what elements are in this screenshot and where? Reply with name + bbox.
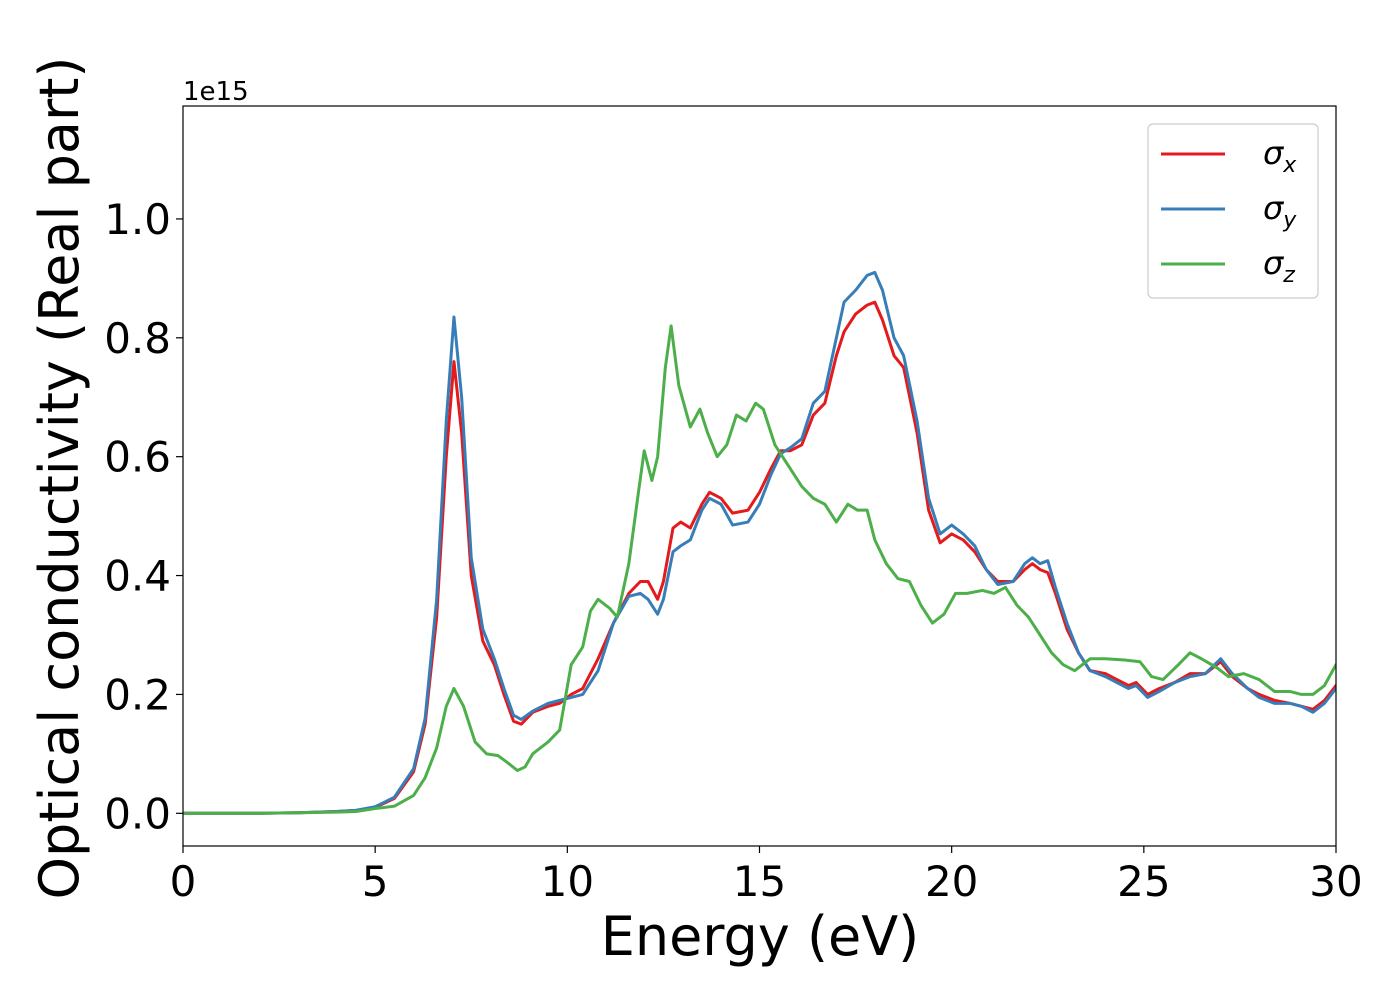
- legend-label: σx: [1263, 134, 1297, 178]
- x-tick-label: 25: [1117, 857, 1170, 906]
- x-tick-label: 0: [170, 857, 197, 906]
- x-tick-label: 10: [541, 857, 594, 906]
- y-axis-label: Optical conductivity (Real part): [28, 57, 91, 900]
- legend-item-x: σx: [1161, 134, 1297, 178]
- legend: σx σy σz: [1147, 123, 1319, 299]
- x-axis-label: Energy (eV): [601, 905, 920, 968]
- x-tick-label: 20: [925, 857, 978, 906]
- y-tick-label: 1.0: [104, 195, 171, 244]
- legend-item-y: σy: [1161, 189, 1297, 233]
- plot-area: [182, 105, 1337, 847]
- x-axis-ticks: 0 5 10 15 20 25 30: [170, 846, 1363, 906]
- series-line-x: [183, 300, 1336, 815]
- y-tick-label: 0.2: [104, 670, 171, 719]
- y-tick-label: 0.4: [104, 552, 171, 601]
- y-tick-label: 0.0: [104, 789, 171, 838]
- y-offset-label: 1e15: [183, 77, 249, 107]
- x-tick-label: 30: [1309, 857, 1362, 906]
- x-tick-label: 15: [733, 857, 786, 906]
- series-line-y: [183, 270, 1336, 815]
- series-line-z: [183, 324, 1336, 815]
- y-axis-ticks: 0.0 0.2 0.4 0.6 0.8 1.0: [104, 195, 183, 838]
- legend-label: σy: [1263, 189, 1297, 233]
- series-lines: [183, 270, 1336, 815]
- y-tick-label: 0.8: [104, 314, 171, 363]
- legend-label: σz: [1263, 244, 1295, 288]
- legend-box: [1147, 123, 1319, 299]
- legend-item-z: σz: [1161, 244, 1295, 288]
- y-tick-label: 0.6: [104, 433, 171, 482]
- x-tick-label: 5: [362, 857, 389, 906]
